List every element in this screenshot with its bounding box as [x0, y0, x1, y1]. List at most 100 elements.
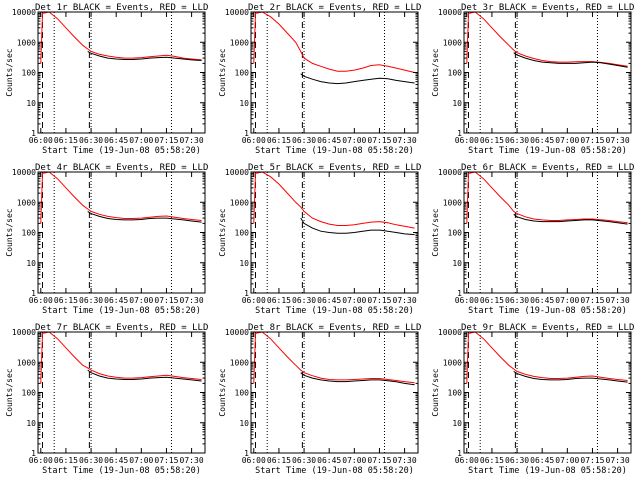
- y-tick-label: 100: [235, 69, 250, 78]
- y-tick-label: 100: [235, 389, 250, 398]
- y-axis-label: Counts/sec: [218, 208, 227, 256]
- x-tick-label: 06:45: [530, 456, 554, 465]
- x-tick-label: 06:45: [104, 456, 128, 465]
- x-tick-label: 06:00: [29, 456, 53, 465]
- series-line-events: [87, 369, 202, 382]
- plot-frame: [250, 11, 419, 134]
- chart-title: Det 1r BLACK = Events, RED = LLD: [35, 3, 208, 13]
- y-tick-label: 1000: [230, 198, 249, 207]
- series-line-events: [513, 52, 628, 68]
- x-tick-label: 06:30: [79, 296, 103, 305]
- chart-title: Det 6r BLACK = Events, RED = LLD: [461, 163, 634, 173]
- y-tick-label: 10: [26, 99, 36, 108]
- y-tick-label: 100: [448, 69, 463, 78]
- x-tick-label: 07:00: [129, 136, 153, 145]
- x-axis-label: Start Time (19-Jun-08 05:58:20): [255, 146, 414, 156]
- y-axis-label: Counts/sec: [431, 48, 440, 96]
- detector-chart: Det 7r BLACK = Events, RED = LLD 1 10 100 10…: [5, 323, 208, 476]
- y-tick-label: 100: [448, 229, 463, 238]
- y-tick-label: 1: [31, 129, 36, 138]
- series-line-lld: [466, 171, 628, 224]
- series-line-events: [87, 210, 202, 223]
- x-tick-label: 06:00: [242, 456, 266, 465]
- detector-panel: Det 7r BLACK = Events, RED = LLD 1 10 100 10…: [0, 320, 213, 480]
- x-tick-label: 07:30: [606, 136, 630, 145]
- x-tick-label: 07:30: [606, 456, 630, 465]
- x-tick-label: 06:45: [104, 136, 128, 145]
- x-tick-label: 06:30: [79, 456, 103, 465]
- y-axis-label: Counts/sec: [431, 208, 440, 256]
- y-tick-label: 100: [235, 229, 250, 238]
- y-tick-label: 1000: [443, 198, 462, 207]
- x-tick-label: 06:15: [480, 136, 504, 145]
- detector-chart: Det 5r BLACK = Events, RED = LLD 1 10 100 10…: [218, 163, 421, 316]
- detector-chart: Det 2r BLACK = Events, RED = LLD 1 10 100 10…: [218, 3, 421, 156]
- x-tick-label: 06:30: [292, 296, 316, 305]
- x-tick-label: 07:00: [555, 456, 579, 465]
- x-tick-label: 06:30: [505, 136, 529, 145]
- series-line-lld: [253, 331, 415, 384]
- x-tick-label: 06:30: [292, 136, 316, 145]
- x-tick-label: 06:30: [505, 456, 529, 465]
- y-tick-label: 10000: [438, 8, 462, 17]
- y-axis-label: Counts/sec: [218, 368, 227, 416]
- detector-panel: Det 1r BLACK = Events, RED = LLD 1 10 100 10…: [0, 0, 213, 160]
- x-tick-label: 07:15: [580, 136, 604, 145]
- y-tick-label: 1: [244, 129, 249, 138]
- x-tick-label: 06:00: [455, 296, 479, 305]
- y-axis-label: Counts/sec: [5, 368, 14, 416]
- detector-panel: Det 3r BLACK = Events, RED = LLD 1 10 100 10…: [426, 0, 639, 160]
- x-tick-label: 06:15: [267, 456, 291, 465]
- x-tick-label: 07:00: [555, 136, 579, 145]
- detector-chart: Det 3r BLACK = Events, RED = LLD 1 10 100 10…: [431, 3, 634, 156]
- y-tick-label: 1: [31, 449, 36, 458]
- x-tick-label: 07:15: [580, 296, 604, 305]
- y-tick-label: 1: [457, 449, 462, 458]
- x-tick-label: 07:15: [580, 456, 604, 465]
- series-line-lld: [253, 11, 415, 73]
- plot-frame: [37, 331, 206, 454]
- x-tick-label: 06:00: [242, 136, 266, 145]
- x-tick-label: 06:45: [317, 136, 341, 145]
- series-line-lld: [40, 11, 202, 64]
- x-tick-label: 07:15: [367, 136, 391, 145]
- x-tick-label: 07:00: [129, 296, 153, 305]
- y-axis-label: Counts/sec: [218, 48, 227, 96]
- x-tick-label: 07:30: [180, 296, 204, 305]
- detector-chart: Det 4r BLACK = Events, RED = LLD 1 10 100 10…: [5, 163, 208, 316]
- detector-panel: Det 8r BLACK = Events, RED = LLD 1 10 100 10…: [213, 320, 426, 480]
- detector-panel: Det 4r BLACK = Events, RED = LLD 1 10 100 10…: [0, 160, 213, 320]
- y-tick-label: 10000: [225, 8, 249, 17]
- x-tick-label: 06:30: [292, 456, 316, 465]
- x-axis-label: Start Time (19-Jun-08 05:58:20): [42, 306, 201, 316]
- detector-chart: Det 6r BLACK = Events, RED = LLD 1 10 100 10…: [431, 163, 634, 316]
- x-tick-label: 07:00: [342, 296, 366, 305]
- y-tick-label: 10: [452, 99, 462, 108]
- x-tick-label: 07:30: [393, 296, 417, 305]
- x-tick-label: 06:00: [455, 136, 479, 145]
- y-tick-label: 100: [22, 389, 37, 398]
- x-tick-label: 06:30: [505, 296, 529, 305]
- detector-panel: Det 6r BLACK = Events, RED = LLD 1 10 100 10…: [426, 160, 639, 320]
- plot-frame: [37, 11, 206, 134]
- y-tick-label: 1000: [443, 358, 462, 367]
- series-line-events: [300, 73, 415, 85]
- series-line-lld: [466, 331, 628, 384]
- y-tick-label: 100: [448, 389, 463, 398]
- x-tick-label: 06:15: [267, 296, 291, 305]
- y-tick-label: 100: [22, 69, 37, 78]
- y-tick-label: 10000: [12, 328, 36, 337]
- x-tick-label: 06:45: [317, 296, 341, 305]
- series-line-lld: [40, 331, 202, 384]
- x-tick-label: 07:15: [154, 296, 178, 305]
- y-tick-label: 10000: [12, 8, 36, 17]
- x-tick-label: 06:15: [54, 136, 78, 145]
- chart-title: Det 2r BLACK = Events, RED = LLD: [248, 3, 421, 13]
- x-tick-label: 07:30: [393, 136, 417, 145]
- x-tick-label: 07:00: [555, 296, 579, 305]
- x-tick-label: 07:30: [606, 296, 630, 305]
- x-tick-label: 06:15: [54, 456, 78, 465]
- x-tick-label: 06:15: [54, 296, 78, 305]
- x-tick-label: 07:30: [393, 456, 417, 465]
- y-tick-label: 1: [457, 289, 462, 298]
